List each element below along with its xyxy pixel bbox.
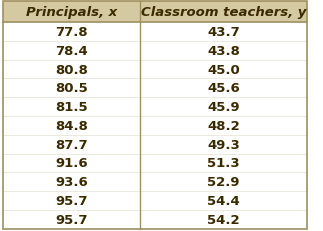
Text: 49.3: 49.3 xyxy=(207,138,240,151)
Text: 54.4: 54.4 xyxy=(207,194,240,207)
Bar xyxy=(3,2,307,23)
Text: 77.8: 77.8 xyxy=(55,26,88,39)
Text: 80.5: 80.5 xyxy=(55,82,88,95)
Text: 48.2: 48.2 xyxy=(207,119,240,132)
Text: 43.7: 43.7 xyxy=(207,26,240,39)
Text: 45.0: 45.0 xyxy=(207,63,240,76)
Text: Classroom teachers, y: Classroom teachers, y xyxy=(141,6,306,19)
Text: Principals, x: Principals, x xyxy=(26,6,117,19)
Text: 52.9: 52.9 xyxy=(207,176,240,188)
Text: 87.7: 87.7 xyxy=(55,138,88,151)
Text: 54.2: 54.2 xyxy=(207,213,240,226)
Text: 91.6: 91.6 xyxy=(55,157,88,170)
Text: 93.6: 93.6 xyxy=(55,176,88,188)
Text: 84.8: 84.8 xyxy=(55,119,88,132)
Text: 43.8: 43.8 xyxy=(207,45,240,58)
Text: 81.5: 81.5 xyxy=(55,101,88,114)
Text: 45.9: 45.9 xyxy=(207,101,240,114)
Text: 78.4: 78.4 xyxy=(55,45,88,58)
Text: 95.7: 95.7 xyxy=(55,213,88,226)
Text: 45.6: 45.6 xyxy=(207,82,240,95)
Text: 95.7: 95.7 xyxy=(55,194,88,207)
Text: 80.8: 80.8 xyxy=(55,63,88,76)
Text: 51.3: 51.3 xyxy=(207,157,240,170)
